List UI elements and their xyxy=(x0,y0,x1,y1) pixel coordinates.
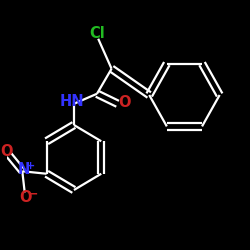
Text: −: − xyxy=(27,187,38,200)
Text: Cl: Cl xyxy=(89,26,105,41)
Text: +: + xyxy=(26,161,35,171)
Text: O: O xyxy=(0,144,12,160)
Text: O: O xyxy=(119,95,131,110)
Text: N: N xyxy=(18,162,30,178)
Text: HN: HN xyxy=(59,94,84,109)
Text: O: O xyxy=(20,190,32,206)
